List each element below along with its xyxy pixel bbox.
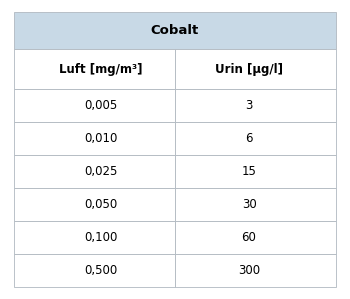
Bar: [175, 155, 336, 188]
Text: 0,050: 0,050: [84, 198, 118, 211]
Bar: [14, 49, 175, 89]
Bar: [14, 155, 175, 188]
Bar: [14, 254, 175, 287]
Bar: [175, 221, 336, 254]
Text: Cobalt: Cobalt: [151, 24, 199, 37]
Text: 0,025: 0,025: [84, 165, 118, 178]
Text: 30: 30: [242, 198, 257, 211]
Bar: [14, 12, 336, 49]
Bar: [14, 122, 175, 155]
Text: 0,100: 0,100: [84, 231, 118, 244]
Bar: [175, 122, 336, 155]
Text: 0,500: 0,500: [84, 264, 118, 277]
Text: 3: 3: [245, 99, 253, 112]
Bar: [14, 221, 175, 254]
Text: 6: 6: [245, 132, 253, 145]
Text: 300: 300: [238, 264, 260, 277]
Bar: [175, 49, 336, 89]
Text: Luft [mg/m³]: Luft [mg/m³]: [59, 62, 143, 76]
Text: 15: 15: [241, 165, 257, 178]
Text: Urin [µg/l]: Urin [µg/l]: [215, 62, 283, 76]
Text: 0,010: 0,010: [84, 132, 118, 145]
Bar: [175, 188, 336, 221]
Bar: [14, 89, 175, 122]
Bar: [175, 254, 336, 287]
Bar: [14, 188, 175, 221]
Text: 0,005: 0,005: [84, 99, 118, 112]
Text: 60: 60: [241, 231, 257, 244]
Bar: [175, 89, 336, 122]
